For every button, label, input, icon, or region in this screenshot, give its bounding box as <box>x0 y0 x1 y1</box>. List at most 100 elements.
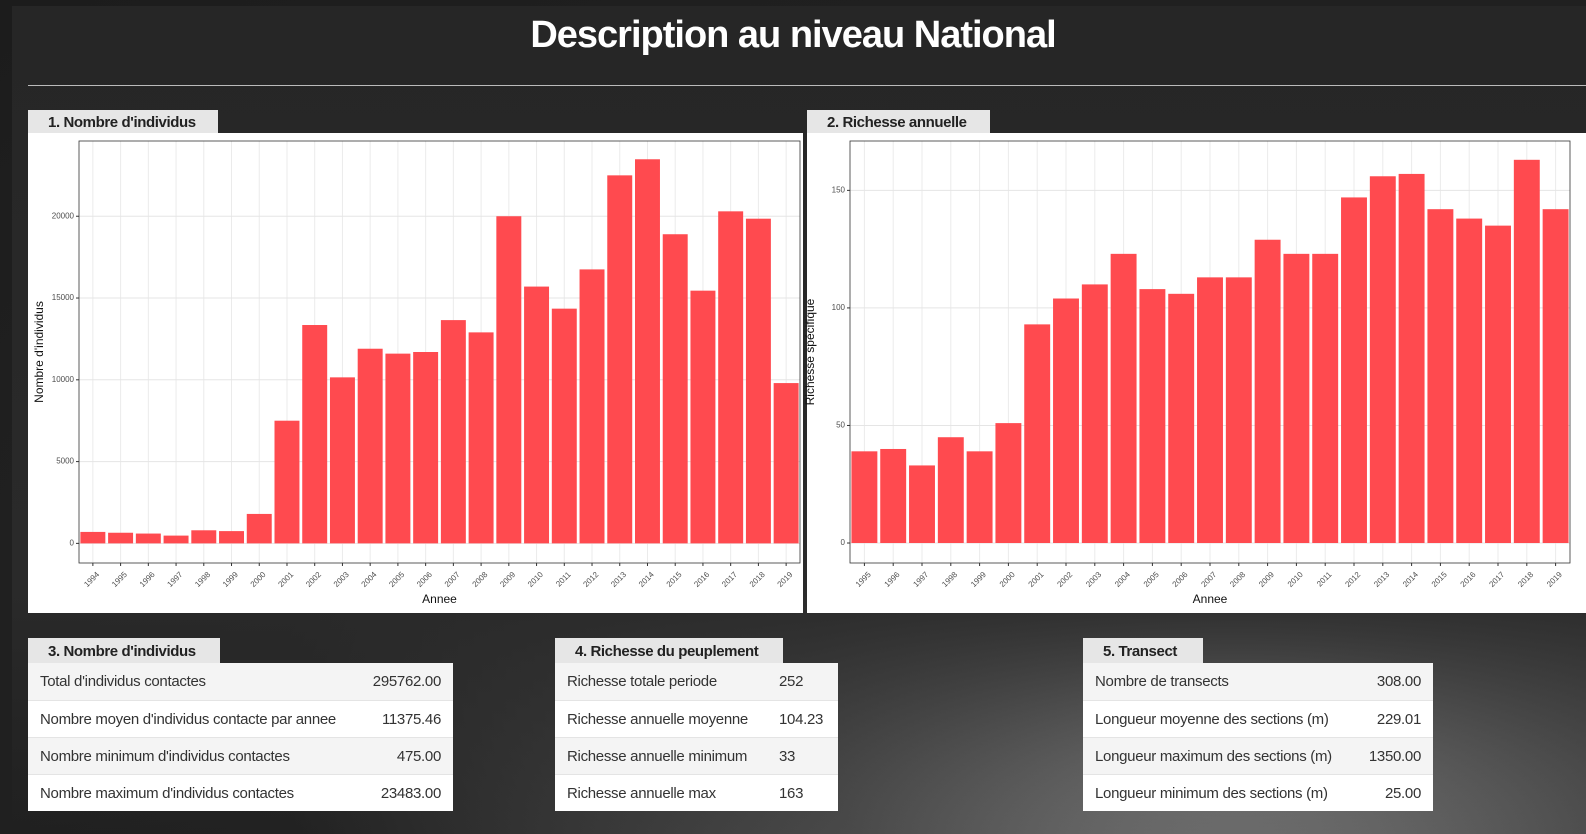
row-value: 25.00 <box>1385 775 1421 812</box>
table: Total d'individus contactes 295762.00 Nomb… <box>28 663 453 811</box>
y-tick-label: 20000 <box>52 211 75 220</box>
bar <box>136 534 161 544</box>
bar <box>1312 254 1338 543</box>
bar <box>774 383 799 543</box>
row-value: 295762.00 <box>373 663 441 700</box>
table-tab: 5. Transect <box>1083 638 1203 664</box>
row-label: Richesse annuelle moyenne <box>567 701 748 738</box>
bar <box>191 530 216 543</box>
bar <box>938 437 964 543</box>
bar <box>909 465 935 543</box>
bar <box>524 287 549 544</box>
row-value: 475.00 <box>397 738 441 775</box>
row-label: Nombre maximum d'individus contactes <box>40 775 294 812</box>
bar <box>1456 219 1482 543</box>
bar <box>1370 176 1396 543</box>
y-tick-label: 0 <box>841 538 846 547</box>
row-label: Total d'individus contactes <box>40 663 206 700</box>
bar <box>1485 226 1511 543</box>
x-axis-title: Annee <box>1193 592 1228 606</box>
bar <box>1255 240 1281 543</box>
bar <box>1341 197 1367 543</box>
row-label: Richesse totale periode <box>567 663 717 700</box>
row-value: 11375.46 <box>382 701 441 738</box>
bar <box>1399 174 1425 543</box>
row-value: 229.01 <box>1377 701 1421 738</box>
row-value: 23483.00 <box>381 775 441 812</box>
row-label: Longueur minimum des sections (m) <box>1095 775 1328 812</box>
bar <box>552 309 577 544</box>
bar <box>164 536 189 544</box>
bar <box>1197 277 1223 543</box>
bar <box>690 291 715 544</box>
bar <box>580 269 605 543</box>
bar <box>1514 160 1540 543</box>
y-tick-label: 150 <box>832 185 846 194</box>
panel-tab: 2. Richesse annuelle <box>807 110 990 133</box>
table-row: Richesse annuelle moyenne 104.23 <box>555 700 838 737</box>
panel-tab: 1. Nombre d'individus <box>28 110 218 133</box>
bar <box>1082 284 1108 543</box>
y-tick-label: 5000 <box>56 457 74 466</box>
table-row: Longueur minimum des sections (m) 25.00 <box>1083 774 1433 811</box>
table-row: Richesse totale periode 252 <box>555 663 838 700</box>
bar <box>441 320 466 543</box>
table-row: Longueur moyenne des sections (m) 229.01 <box>1083 700 1433 737</box>
row-label: Richesse annuelle minimum <box>567 738 747 775</box>
bar <box>1168 294 1194 543</box>
y-axis-title: Richesse spécifique <box>803 298 817 405</box>
row-value: 252 <box>779 663 803 700</box>
table-row: Richesse annuelle minimum 33 <box>555 737 838 774</box>
bar <box>607 175 632 543</box>
bar <box>880 449 906 543</box>
bar <box>108 533 133 544</box>
table-tab: 3. Nombre d'individus <box>28 638 220 664</box>
row-label: Nombre minimum d'individus contactes <box>40 738 290 775</box>
table-row: Nombre maximum d'individus contactes 2348… <box>28 774 453 811</box>
row-label: Nombre moyen d'individus contacte par an… <box>40 701 336 738</box>
bar <box>302 325 327 543</box>
y-tick-label: 100 <box>832 303 846 312</box>
bar <box>385 354 410 544</box>
row-value: 104.23 <box>779 701 823 738</box>
row-label: Longueur maximum des sections (m) <box>1095 738 1332 775</box>
row-label: Richesse annuelle max <box>567 775 716 812</box>
row-label: Nombre de transects <box>1095 663 1229 700</box>
bar <box>1283 254 1309 543</box>
bar <box>469 332 494 543</box>
page: Description au niveau National 199419951… <box>0 0 1586 834</box>
bar <box>995 423 1021 543</box>
bar <box>1543 209 1569 543</box>
row-value: 163 <box>779 775 803 812</box>
row-label: Longueur moyenne des sections (m) <box>1095 701 1329 738</box>
bar <box>1024 324 1050 543</box>
bar <box>1111 254 1137 543</box>
bar <box>635 159 660 543</box>
bar <box>275 421 300 544</box>
bar <box>496 216 521 543</box>
bar <box>967 451 993 543</box>
bar <box>80 532 105 543</box>
table-row: Nombre moyen d'individus contacte par an… <box>28 700 453 737</box>
y-tick-label: 50 <box>836 421 845 430</box>
bar <box>851 451 877 543</box>
y-tick-label: 10000 <box>52 375 75 384</box>
table-row: Nombre minimum d'individus contactes 475.… <box>28 737 453 774</box>
bar <box>413 352 438 543</box>
bar <box>1053 299 1079 544</box>
x-axis-title: Annee <box>422 592 457 606</box>
row-value: 33 <box>779 738 795 775</box>
bar <box>663 234 688 543</box>
row-value: 1350.00 <box>1369 738 1421 775</box>
y-axis-title: Nombre d'individus <box>32 301 46 403</box>
table-row: Richesse annuelle max 163 <box>555 774 838 811</box>
bar <box>247 514 272 543</box>
bar <box>358 349 383 544</box>
bar <box>718 211 743 543</box>
y-tick-label: 0 <box>70 538 75 547</box>
bar <box>1226 277 1252 543</box>
bar <box>330 377 355 543</box>
y-tick-label: 15000 <box>52 293 75 302</box>
